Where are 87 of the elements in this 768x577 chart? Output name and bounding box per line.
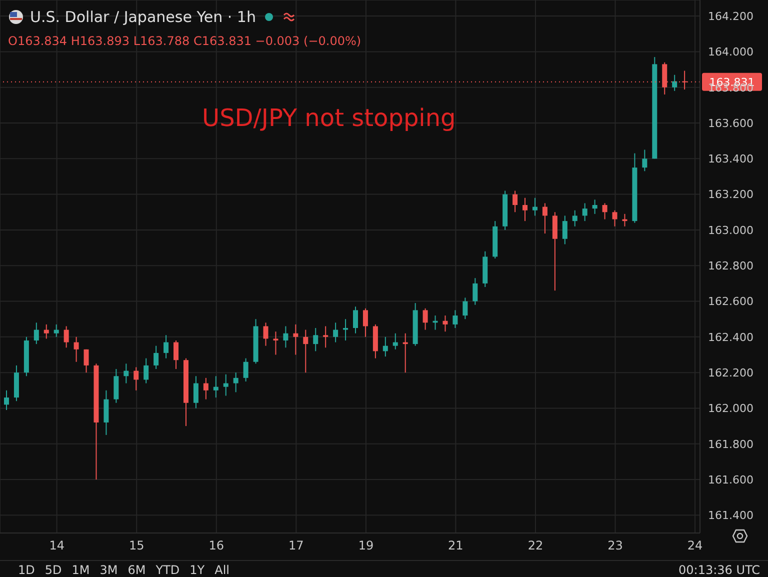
x-tick-label: 24 — [687, 538, 703, 553]
text: 1D — [18, 562, 35, 576]
x-tick-label: 17 — [288, 538, 304, 553]
candlestick — [382, 336, 388, 358]
candlestick — [64, 326, 69, 348]
candlestick — [263, 322, 268, 346]
text: 5D — [44, 562, 62, 576]
candlestick — [74, 336, 79, 362]
x-tick-label: 16 — [208, 538, 224, 553]
text: 1Y — [190, 562, 205, 576]
y-tick-label: 163.000 — [708, 224, 754, 237]
candlestick — [293, 324, 298, 356]
candlestick — [144, 358, 149, 384]
candlestick — [213, 376, 218, 398]
candlestick — [552, 212, 558, 292]
text: 00:13:36 UTC — [678, 562, 760, 576]
text: 1M — [72, 562, 90, 576]
candlestick — [442, 315, 448, 332]
candlestick — [452, 310, 458, 328]
y-tick-label: 163.200 — [708, 188, 754, 202]
candlestick — [422, 308, 428, 330]
candlestick — [462, 297, 468, 320]
candlestick — [114, 368, 119, 404]
candlestick — [522, 197, 528, 222]
candlestick — [343, 318, 348, 341]
candlestick — [243, 358, 248, 382]
candlestick — [562, 215, 568, 245]
y-tick-label: 164.200 — [708, 10, 754, 23]
candlestick — [193, 376, 198, 409]
y-tick-label: 161.400 — [708, 509, 754, 522]
annotation: O163.834 H163.893 L163.788 C163.831 −0.003 (−0.00%) — [8, 34, 362, 48]
y-tick-label: 164.000 — [708, 46, 754, 59]
candlestick — [154, 345, 159, 370]
candlestick — [223, 374, 228, 396]
candlestick — [323, 326, 328, 348]
candlestick — [313, 328, 318, 352]
candlestick — [84, 348, 89, 374]
x-tick-label: 14 — [49, 538, 64, 553]
candlestick — [582, 202, 588, 222]
candlestick — [602, 202, 608, 220]
annotation: USD/JPY not stopping — [202, 104, 456, 132]
y-tick-label: 163.400 — [708, 152, 754, 166]
x-tick-label: 15 — [128, 538, 144, 553]
candlestick — [672, 74, 678, 92]
candlestick — [34, 322, 39, 345]
y-tick-label: 163.600 — [708, 116, 754, 130]
candlestick — [592, 199, 598, 214]
x-tick-label: 23 — [608, 538, 623, 553]
x-tick-label: 22 — [528, 538, 544, 553]
candlestick — [392, 332, 398, 350]
candlestick — [54, 324, 59, 338]
text: 6M — [128, 562, 146, 576]
candlestick — [174, 340, 179, 370]
y-tick-label: 162.400 — [708, 330, 754, 344]
candlestick — [124, 363, 129, 384]
y-tick-label: 162.600 — [708, 295, 754, 308]
text: YTD — [156, 562, 180, 576]
text: U.S. Dollar / Japanese Yen · 1h — [30, 8, 256, 26]
candlestick — [512, 190, 518, 213]
y-tick-label: 162.800 — [708, 260, 754, 273]
candlestick — [164, 334, 169, 359]
candlestick — [233, 372, 238, 393]
candlestick — [542, 202, 548, 234]
candlestick — [4, 390, 9, 410]
text: 3M — [100, 562, 118, 576]
candlestick — [134, 366, 139, 391]
candlestick — [642, 149, 648, 172]
candlestick — [532, 197, 538, 216]
candlestick — [104, 390, 109, 436]
candlestick — [612, 210, 618, 227]
x-tick-label: 21 — [448, 538, 464, 553]
y-tick-label: 161.600 — [708, 473, 754, 486]
text: All — [214, 562, 230, 576]
candlestick — [333, 322, 338, 343]
candlestick — [472, 278, 478, 306]
candlestick — [44, 324, 49, 340]
candlestick — [283, 326, 288, 348]
candlestick — [352, 306, 358, 334]
candlestick — [203, 377, 208, 400]
candlestick — [273, 331, 278, 356]
candlestick — [572, 210, 578, 227]
y-tick-label: 161.800 — [708, 438, 754, 451]
x-tick-label: 19 — [358, 538, 374, 553]
candlestick — [362, 308, 368, 338]
candlestick — [303, 329, 308, 374]
y-tick-label: 162.200 — [708, 366, 754, 380]
y-tick-label: 162.000 — [708, 402, 754, 416]
